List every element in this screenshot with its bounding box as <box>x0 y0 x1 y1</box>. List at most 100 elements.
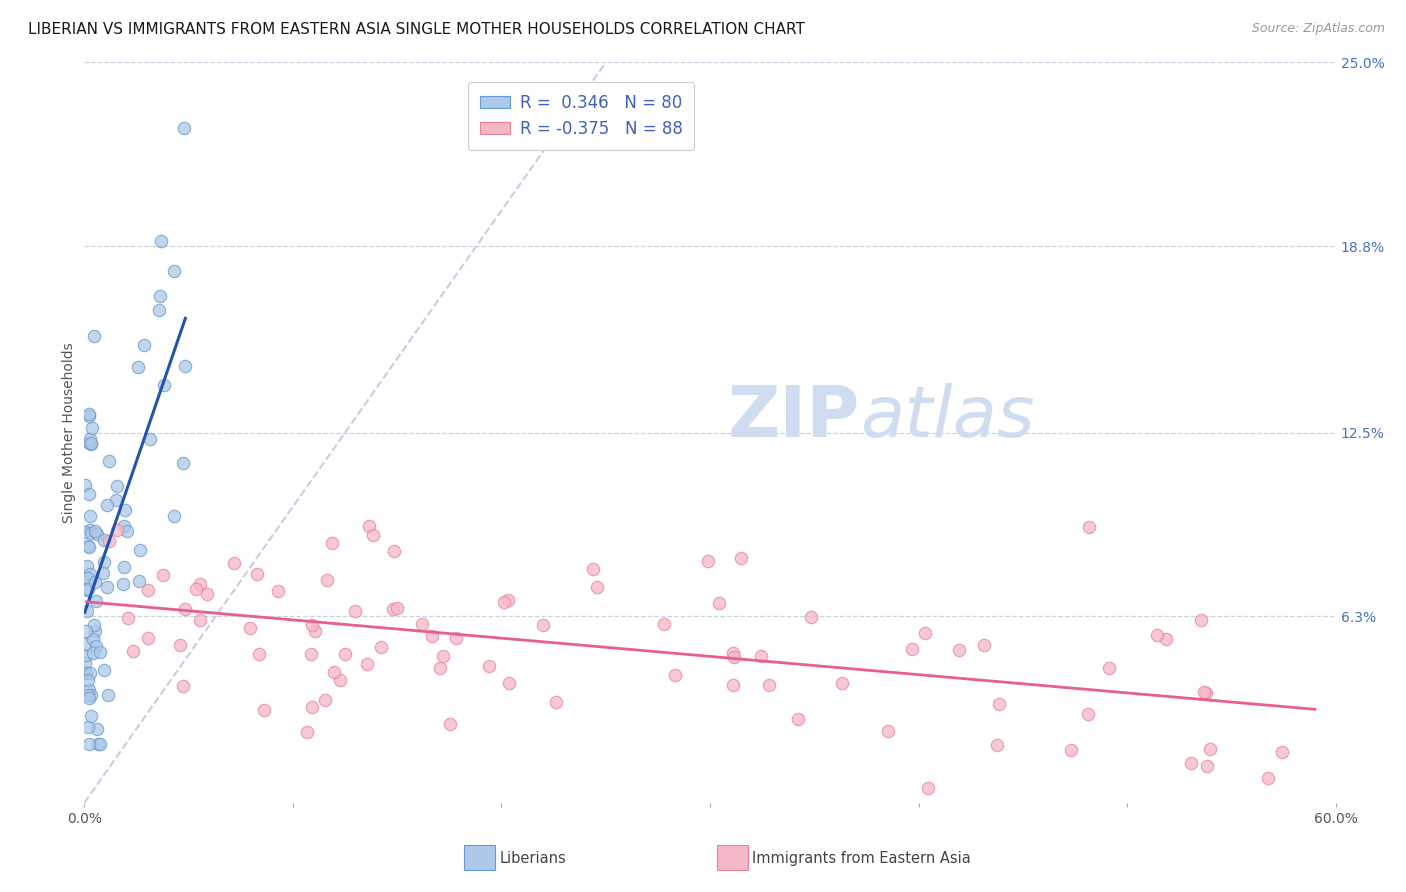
Point <box>582 562 605 576</box>
Point <box>1271 745 1294 759</box>
Point <box>730 550 752 565</box>
Point <box>79 487 101 501</box>
Point <box>80 526 103 541</box>
Point <box>333 647 356 661</box>
Point <box>800 610 823 624</box>
Point <box>83 328 105 343</box>
Point <box>697 554 720 568</box>
Point <box>77 737 100 751</box>
Point <box>901 641 924 656</box>
Point <box>80 421 103 435</box>
Point <box>77 582 100 596</box>
Point <box>1180 756 1202 771</box>
Point <box>93 663 115 677</box>
Point <box>356 657 378 671</box>
Text: Immigrants from Eastern Asia: Immigrants from Eastern Asia <box>752 851 972 865</box>
Point <box>96 498 118 512</box>
Point <box>89 645 111 659</box>
Point <box>432 649 454 664</box>
Point <box>77 540 100 554</box>
Point <box>1077 520 1099 534</box>
Point <box>139 432 162 446</box>
Point <box>173 120 195 135</box>
Point <box>98 533 121 548</box>
Point <box>1192 685 1215 699</box>
Point <box>149 289 172 303</box>
Point <box>77 540 100 554</box>
Point <box>267 584 290 599</box>
Point <box>98 454 121 468</box>
Point <box>150 234 173 248</box>
Point <box>77 571 100 585</box>
Text: Liberians: Liberians <box>499 851 565 865</box>
Point <box>97 688 120 702</box>
Point <box>172 679 194 693</box>
Point <box>948 642 970 657</box>
Point <box>79 409 101 424</box>
Point <box>1154 632 1177 646</box>
Point <box>73 665 96 680</box>
Point <box>586 580 609 594</box>
Point <box>786 712 808 726</box>
Point <box>174 359 197 373</box>
Point <box>105 493 128 508</box>
Point <box>304 624 326 639</box>
Point <box>82 632 104 646</box>
Point <box>381 602 404 616</box>
Point <box>77 436 100 450</box>
Point <box>914 626 936 640</box>
Point <box>877 723 900 738</box>
Point <box>496 593 519 607</box>
Legend: R =  0.346   N = 80, R = -0.375   N = 88: R = 0.346 N = 80, R = -0.375 N = 88 <box>468 82 695 150</box>
Point <box>188 576 211 591</box>
Point <box>136 631 159 645</box>
Point <box>163 508 186 523</box>
Point <box>1195 686 1218 700</box>
Point <box>75 648 97 663</box>
Point <box>79 688 101 702</box>
Point <box>1060 743 1083 757</box>
Point <box>546 695 568 709</box>
Point <box>73 656 96 670</box>
Point <box>1146 628 1168 642</box>
Point <box>664 668 686 682</box>
Point <box>93 566 115 580</box>
Point <box>172 456 194 470</box>
Point <box>321 536 343 550</box>
Point <box>77 691 100 706</box>
Point <box>129 543 152 558</box>
Point <box>163 264 186 278</box>
Point <box>370 640 392 655</box>
Point <box>1199 742 1222 756</box>
Point <box>84 575 107 590</box>
Point <box>80 437 103 451</box>
Point <box>105 523 128 537</box>
Point <box>986 738 1008 752</box>
Point <box>301 647 323 661</box>
Point <box>723 649 745 664</box>
Point <box>152 568 174 582</box>
Point <box>76 583 98 598</box>
Point <box>707 596 730 610</box>
Point <box>80 435 103 450</box>
Point <box>721 646 744 660</box>
Point <box>478 658 501 673</box>
Point <box>749 648 772 663</box>
Point <box>79 666 101 681</box>
Point <box>77 408 100 422</box>
Point <box>385 601 408 615</box>
Point <box>917 780 939 795</box>
Point <box>75 665 97 680</box>
Y-axis label: Single Mother Households: Single Mother Households <box>62 343 76 523</box>
Point <box>93 533 115 547</box>
Point <box>77 673 100 687</box>
Point <box>79 509 101 524</box>
Point <box>79 708 101 723</box>
Point <box>987 697 1010 711</box>
Point <box>359 518 381 533</box>
Point <box>1077 707 1099 722</box>
Point <box>83 618 105 632</box>
Point <box>117 610 139 624</box>
Point <box>252 703 274 717</box>
Point <box>84 524 107 538</box>
